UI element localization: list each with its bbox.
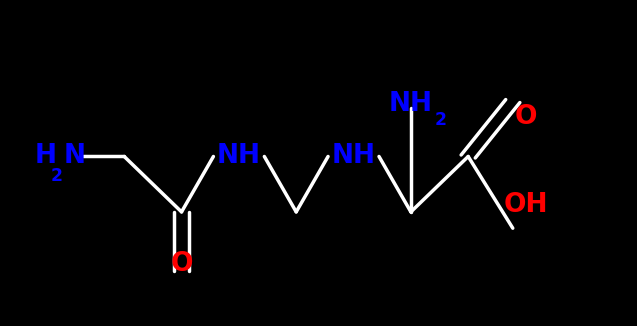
Text: NH: NH [331,143,376,170]
Text: 2: 2 [435,111,447,129]
Text: NH: NH [217,143,261,170]
Text: OH: OH [503,192,548,218]
Text: O: O [170,251,193,277]
Text: N: N [64,143,86,170]
Text: O: O [514,104,537,130]
Text: H: H [35,143,57,170]
Text: NH: NH [389,91,433,117]
Text: 2: 2 [51,167,63,185]
